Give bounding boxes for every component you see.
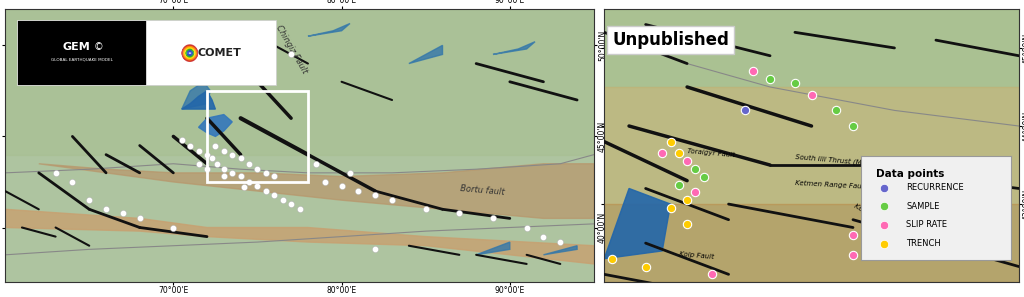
Text: ©: © — [93, 42, 103, 52]
Text: Keyen Fault: Keyen Fault — [853, 203, 892, 228]
Polygon shape — [308, 23, 350, 36]
Text: COMET: COMET — [198, 48, 242, 58]
Polygon shape — [5, 209, 594, 264]
Text: GEM: GEM — [62, 42, 90, 52]
Text: South Illi Thrust (Mackenzie 2016): South Illi Thrust (Mackenzie 2016) — [795, 153, 915, 170]
Polygon shape — [604, 87, 1019, 204]
Polygon shape — [604, 9, 1019, 87]
Text: TRENCH: TRENCH — [906, 239, 941, 248]
Polygon shape — [476, 242, 510, 255]
Text: SAMPLE: SAMPLE — [906, 202, 939, 211]
Text: Ketmen Range Fault: Ketmen Range Fault — [795, 180, 866, 189]
Text: Chingiz Fault: Chingiz Fault — [274, 23, 309, 75]
Polygon shape — [409, 45, 442, 64]
Polygon shape — [493, 42, 536, 54]
Bar — [207, 91, 308, 182]
Text: SLIP RATE: SLIP RATE — [906, 220, 947, 230]
Polygon shape — [199, 115, 232, 136]
Polygon shape — [182, 82, 210, 109]
Polygon shape — [604, 204, 1019, 282]
Polygon shape — [39, 164, 594, 218]
Polygon shape — [544, 246, 578, 255]
FancyBboxPatch shape — [17, 20, 146, 86]
Text: Unpublished: Unpublished — [612, 31, 729, 49]
Text: RECURRENCE: RECURRENCE — [906, 183, 964, 192]
Polygon shape — [182, 91, 215, 109]
Polygon shape — [604, 189, 671, 259]
Text: Bortu fault: Bortu fault — [460, 184, 505, 197]
FancyBboxPatch shape — [146, 20, 276, 86]
Text: Data points: Data points — [877, 169, 944, 179]
Text: Toraigyr Fault: Toraigyr Fault — [687, 148, 735, 158]
Text: GLOBAL EARTHQUAKE MODEL: GLOBAL EARTHQUAKE MODEL — [51, 58, 113, 62]
Polygon shape — [5, 9, 594, 155]
Text: Kolp Fault: Kolp Fault — [679, 251, 714, 260]
